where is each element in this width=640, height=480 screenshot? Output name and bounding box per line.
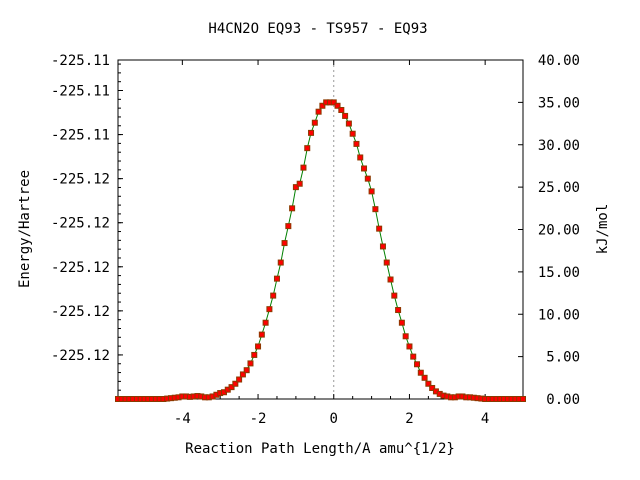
data-point: [266, 306, 273, 313]
data-point: [361, 165, 368, 172]
data-point: [364, 175, 371, 182]
y2-axis-label: kJ/mol: [595, 204, 611, 255]
x-axis-label: Reaction Path Length/A amu^{1/2}: [185, 441, 455, 457]
data-point: [255, 343, 262, 350]
data-point: [406, 343, 413, 350]
data-point: [311, 119, 318, 126]
y-right-tick-label: 25.00: [538, 180, 580, 196]
y-left-tick-label: -225.11: [51, 128, 110, 144]
chart-title: H4CN2O EQ93 - TS957 - EQ93: [208, 21, 427, 37]
data-point: [308, 129, 315, 136]
y-right-tick-label: 35.00: [538, 95, 580, 111]
y-axis-left: -225.12 -225.12 -225.12 -225.12 -225.12 -225.…: [51, 53, 123, 400]
data-point: [289, 205, 296, 212]
x-tick-label: -4: [174, 411, 191, 427]
data-point: [425, 380, 432, 387]
data-point: [243, 367, 250, 374]
data-point: [330, 99, 337, 106]
data-point: [285, 223, 292, 230]
y-left-tick-label: -225.12: [51, 172, 110, 188]
data-point: [334, 102, 341, 109]
data-point: [319, 102, 326, 109]
data-point: [247, 360, 254, 367]
data-point: [277, 259, 284, 266]
data-point: [239, 371, 246, 378]
data-point: [387, 276, 394, 283]
data-point: [391, 292, 398, 299]
data-point: [236, 376, 243, 383]
data-point: [315, 108, 322, 115]
y-right-tick-label: 15.00: [538, 265, 580, 281]
x-axis: -4 -2 0 2 4: [125, 60, 524, 427]
series-points: [115, 99, 526, 402]
data-point: [410, 353, 417, 360]
data-point: [421, 374, 428, 381]
data-point: [345, 120, 352, 127]
y-left-tick-label: -225.12: [51, 260, 110, 276]
x-tick-label: 0: [330, 411, 338, 427]
y-left-tick-label: -225.12: [51, 348, 110, 364]
data-point: [417, 369, 424, 376]
data-point: [262, 319, 269, 326]
y-left-tick-label: -225.11: [51, 53, 110, 69]
y-left-tick-label: -225.12: [51, 216, 110, 232]
data-point: [353, 140, 360, 147]
y-left-tick-label: -225.12: [51, 304, 110, 320]
series-line: [118, 101, 523, 400]
y-right-tick-label: 5.00: [546, 350, 580, 366]
data-point: [398, 319, 405, 326]
data-point: [520, 396, 526, 402]
data-point: [429, 384, 436, 391]
data-point: [258, 331, 265, 338]
data-point: [349, 130, 356, 137]
data-point: [402, 333, 409, 340]
data-point: [228, 384, 235, 391]
data-point: [372, 206, 379, 213]
data-point: [383, 259, 390, 266]
data-point: [338, 107, 345, 114]
data-point: [395, 307, 402, 314]
data-point: [270, 292, 277, 299]
y-axis-label: Energy/Hartree: [17, 170, 33, 288]
data-point: [232, 380, 239, 387]
data-point: [414, 361, 421, 368]
data-point: [342, 112, 349, 119]
data-point: [251, 351, 258, 358]
data-point: [296, 180, 303, 187]
y-right-tick-label: 20.00: [538, 223, 580, 239]
y-right-tick-label: 10.00: [538, 307, 580, 323]
data-point: [273, 275, 280, 282]
y-left-tick-label: -225.11: [51, 84, 110, 100]
data-point: [300, 164, 307, 171]
data-point: [368, 188, 375, 195]
x-tick-label: 2: [405, 411, 413, 427]
y-right-tick-label: 0.00: [546, 392, 580, 408]
data-point: [376, 225, 383, 232]
y-right-tick-label: 30.00: [538, 138, 580, 154]
data-point: [304, 145, 311, 152]
data-point: [357, 154, 364, 161]
x-tick-label: -2: [250, 411, 267, 427]
y-axis-right: 0.00 5.00 10.00 15.00 20.00 25.00 30.00 35.00 40…: [518, 53, 580, 408]
x-tick-label: 4: [481, 411, 489, 427]
data-point: [281, 240, 288, 247]
y-right-tick-label: 40.00: [538, 53, 580, 69]
data-point: [379, 243, 386, 250]
data-point: [292, 184, 299, 191]
